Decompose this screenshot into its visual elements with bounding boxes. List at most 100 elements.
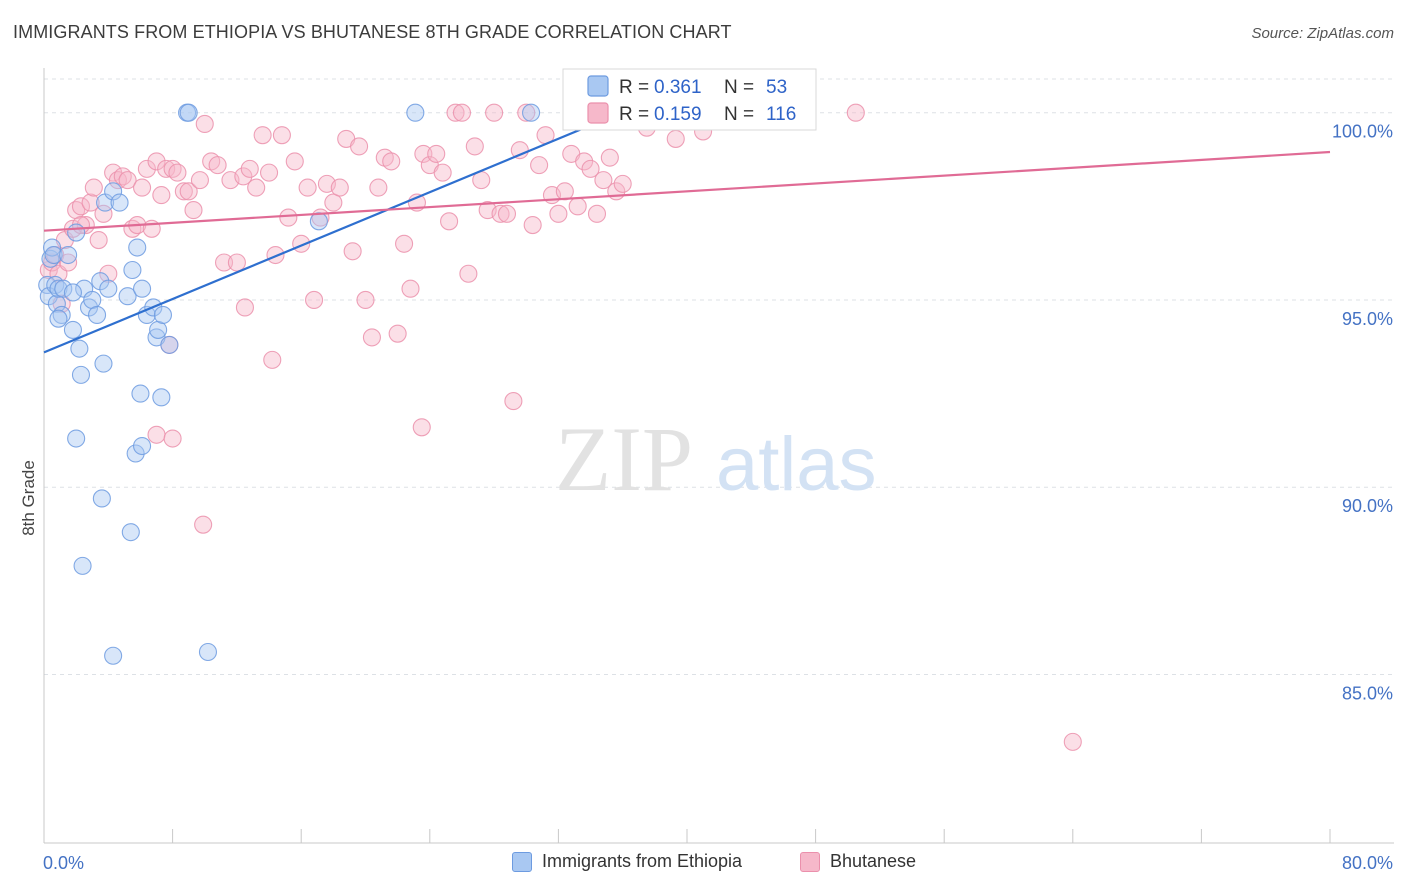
- bhutanese-point: [382, 152, 401, 171]
- bhutanese-point: [846, 103, 865, 122]
- ethiopia-point: [49, 309, 68, 328]
- bhutanese-point: [1063, 732, 1082, 751]
- bhutanese-point: [581, 159, 600, 178]
- bhutanese-point: [298, 178, 317, 197]
- bhutanese-point: [118, 171, 137, 190]
- bhutanese-point: [369, 178, 388, 197]
- y-tick-labels: 85.0% 90.0% 95.0% 100.0%: [1332, 122, 1393, 704]
- trend-lines: [43, 111, 1331, 354]
- legend-r-value-1: 0.361: [654, 77, 702, 98]
- bhutanese-point: [613, 174, 632, 193]
- bhutanese-point: [133, 178, 152, 197]
- ethiopia-point: [110, 193, 129, 212]
- bhutanese-point: [272, 126, 291, 145]
- bhutanese-point: [94, 204, 113, 223]
- ethiopia-point: [63, 283, 82, 302]
- bhutanese-point: [412, 418, 431, 437]
- x-tick-labels: 0.0% 80.0%: [43, 853, 1393, 873]
- legend-r-label-2: R =: [619, 104, 649, 125]
- bhutanese-point: [214, 253, 234, 272]
- bhutanese-point: [253, 126, 272, 145]
- bhutanese-point: [147, 425, 166, 444]
- bhutanese-point: [517, 103, 536, 122]
- bhutanese-point: [305, 290, 324, 310]
- bhutanese-point: [600, 148, 619, 167]
- bhutanese-point: [235, 298, 254, 317]
- bhutanese-point: [388, 324, 407, 343]
- ethiopia-point: [118, 287, 137, 306]
- ethiopia-point: [44, 245, 63, 265]
- x-tick-label-max: 80.0%: [1342, 853, 1393, 873]
- bhutanese-point: [568, 197, 587, 216]
- bhutanese-point: [190, 171, 209, 190]
- legend-item-ethiopia: Immigrants from Ethiopia: [512, 851, 742, 872]
- bhutanese-point: [427, 144, 446, 163]
- watermark-atlas: atlas: [716, 422, 877, 507]
- bhutanese-point: [324, 193, 343, 212]
- bhutanese-point: [440, 212, 459, 231]
- y-tick-label-90: 90.0%: [1342, 496, 1393, 516]
- ethiopia-point: [83, 290, 102, 310]
- legend-swatch-bhutanese: [587, 102, 609, 124]
- legend-n-value-2: 116: [766, 104, 796, 125]
- bhutanese-point: [497, 204, 517, 223]
- bhutanese-point: [594, 171, 613, 190]
- legend-n-value-1: 53: [766, 77, 787, 98]
- ethiopia-point: [92, 489, 111, 508]
- bhutanese-point: [459, 264, 478, 283]
- bhutanese-point: [247, 178, 266, 197]
- ethiopia-point: [133, 279, 152, 298]
- ethiopia-point: [47, 294, 66, 313]
- bhutanese-point: [259, 163, 279, 182]
- ethiopia-point: [128, 238, 147, 257]
- legend-swatch-pink: [800, 851, 820, 872]
- bhutanese-point: [71, 197, 91, 216]
- ethiopia-point: [104, 182, 123, 201]
- bhutanese-point: [549, 204, 568, 223]
- correlation-legend: R = 0.361 N = 53 R = 0.159 N = 116: [562, 68, 817, 131]
- bhutanese-point: [504, 392, 523, 411]
- ethiopia-point: [59, 245, 78, 265]
- ethiopia-point: [149, 320, 168, 339]
- ethiopia-points: [38, 103, 623, 665]
- bhutanese-point: [485, 103, 504, 122]
- ethiopia-point: [73, 556, 92, 575]
- bhutanese-point: [263, 350, 282, 369]
- ethiopia-point: [70, 339, 89, 358]
- y-tick-label-85: 85.0%: [1342, 683, 1393, 703]
- ethiopia-point: [121, 523, 140, 542]
- bhutanese-point: [168, 163, 187, 182]
- ethiopia-point: [71, 365, 91, 384]
- legend-r-value-2: 0.159: [654, 104, 702, 125]
- bhutanese-point: [587, 204, 607, 223]
- bhutanese-point: [157, 159, 176, 178]
- bhutanese-point: [465, 137, 484, 156]
- bhutanese-point: [208, 156, 227, 175]
- ethiopia-point: [179, 103, 198, 122]
- bhutanese-point: [285, 152, 304, 171]
- watermark: ZIP atlas: [555, 408, 877, 510]
- ethiopia-point: [152, 388, 171, 407]
- bhutanese-point: [240, 159, 259, 178]
- bhutanese-point: [179, 182, 198, 201]
- bhutanese-point: [89, 230, 108, 250]
- watermark-zip: ZIP: [555, 408, 693, 510]
- bhutanese-point: [446, 103, 465, 122]
- bhutanese-point: [227, 253, 246, 272]
- bhutanese-point: [234, 167, 253, 186]
- ethiopia-point: [198, 642, 218, 662]
- ethiopia-point: [123, 260, 142, 280]
- bhutanese-point: [147, 152, 166, 171]
- legend-swatch-blue: [512, 851, 532, 872]
- ethiopia-point: [67, 223, 86, 242]
- bhutanese-point: [666, 129, 685, 148]
- bhutanese-point: [81, 193, 100, 212]
- ethiopia-point: [49, 279, 68, 298]
- bhutanese-point: [59, 253, 78, 272]
- ethiopia-point: [63, 320, 82, 339]
- ethiopia-point: [406, 103, 425, 122]
- ethiopia-point: [87, 305, 107, 324]
- legend-label-bhutanese: Bhutanese: [830, 851, 917, 871]
- y-tick-label-95: 95.0%: [1342, 309, 1393, 329]
